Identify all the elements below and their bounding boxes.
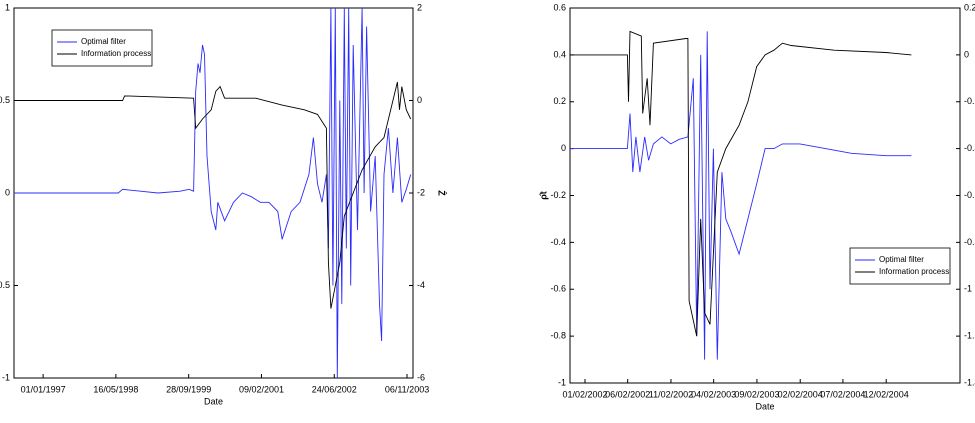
legend-box [51, 29, 153, 67]
y2-tick-label: 0.2 [964, 2, 975, 12]
legend-label: Optimal filter [81, 37, 126, 46]
x-tick-label: 06/02/2002 [605, 389, 650, 399]
y2-tick-label: -0.2 [964, 96, 975, 106]
x-tick-label: 01/01/1997 [21, 384, 66, 394]
y2-tick-label: -0.6 [964, 190, 975, 200]
legend-label: Information process [81, 49, 151, 58]
plot-frame [569, 7, 961, 384]
y2-tick-label: -2 [417, 187, 425, 197]
x-tick-label: 02/02/2004 [778, 389, 823, 399]
y-tick-label: -1 [558, 377, 566, 387]
y2-tick-label: -0.4 [964, 143, 975, 153]
x-tick-label: 04/02/2003 [691, 389, 736, 399]
y2-tick-label: -1.4 [964, 377, 975, 387]
y2-tick-label: 2 [417, 2, 422, 12]
y2-tick-label: -1 [964, 284, 972, 294]
y-tick-label: -0.8 [550, 331, 566, 341]
y-tick-label: 0 [561, 143, 566, 153]
x-tick-label: 12/02/2004 [864, 389, 909, 399]
y-tick-label: 0 [5, 187, 10, 197]
x-tick-label: 07/02/2004 [820, 389, 865, 399]
legend-box [849, 247, 951, 285]
y2-tick-label: 0 [964, 49, 969, 59]
x-tick-label: 01/02/2002 [562, 389, 607, 399]
x-tick-label: 16/05/1998 [93, 384, 138, 394]
y-tick-label: 0.6 [553, 2, 566, 12]
y-tick-label: -0.6 [550, 284, 566, 294]
y2-tick-label: -4 [417, 280, 425, 290]
y-tick-label: -1 [2, 372, 10, 382]
y-tick-label: -0.5 [0, 280, 10, 290]
x-tick-label: 09/02/2001 [239, 384, 284, 394]
x-tick-label: 28/09/1999 [166, 384, 211, 394]
y-tick-label: 0.4 [553, 49, 566, 59]
x-axis-label: Date [204, 396, 223, 406]
y-tick-label: 0.5 [0, 95, 10, 105]
y2-tick-label: -6 [417, 372, 425, 382]
data-line [14, 7, 412, 379]
legend-label: Optimal filter [879, 255, 924, 264]
y-tick-label: -0.2 [550, 190, 566, 200]
data-line [14, 81, 412, 309]
x-tick-label: 09/02/2003 [734, 389, 779, 399]
y2-tick-label: -0.8 [964, 237, 975, 247]
x-tick-label: 06/11/2003 [385, 384, 429, 394]
legend-label: Information process [879, 267, 949, 276]
y2-axis-label: Ẑ [437, 190, 448, 196]
y-tick-label: 0.2 [553, 96, 566, 106]
y-axis-label: ρ̂t [538, 191, 548, 200]
data-line [570, 31, 912, 360]
y2-tick-label: 0 [417, 95, 422, 105]
y2-tick-label: -1.2 [964, 331, 975, 341]
data-line [570, 30, 912, 337]
y-tick-label: 1 [5, 2, 10, 12]
x-axis-label: Date [755, 401, 774, 411]
x-tick-label: 24/06/2002 [312, 384, 357, 394]
x-tick-label: 11/02/2002 [649, 389, 693, 399]
y-tick-label: -0.4 [550, 237, 566, 247]
